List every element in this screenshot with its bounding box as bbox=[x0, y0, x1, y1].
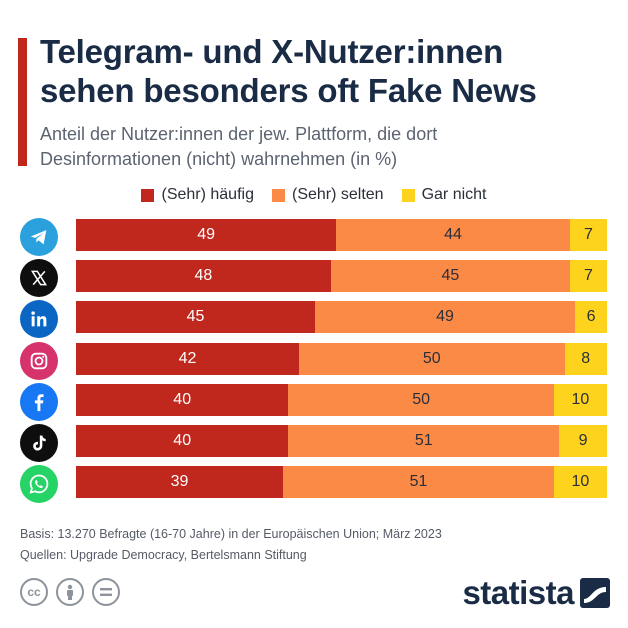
bar-row-x: 48 45 7 bbox=[20, 257, 620, 299]
cc-nd-icon[interactable] bbox=[92, 578, 120, 606]
bar-row-facebook: 40 50 10 bbox=[20, 381, 620, 423]
bar-segment-garnicht: 7 bbox=[569, 219, 607, 251]
bar-segment-garnicht: 10 bbox=[553, 466, 607, 499]
bar-row-telegram: 49 44 7 bbox=[20, 216, 620, 258]
bar-segment-haeufig: 39 bbox=[76, 466, 284, 499]
bar-segment-garnicht: 10 bbox=[553, 383, 607, 416]
bar-segment-selten: 50 bbox=[288, 383, 554, 416]
footer-sources: Quellen: Upgrade Democracy, Bertelsmann … bbox=[20, 548, 307, 562]
brand-name: statista bbox=[462, 574, 574, 611]
legend-swatch-haeufig bbox=[141, 188, 155, 202]
title-line-2: sehen besonders oft Fake News bbox=[40, 72, 537, 109]
linkedin-icon bbox=[20, 300, 58, 339]
stacked-bar: 39 51 10 bbox=[76, 466, 607, 499]
legend-item-selten: (Sehr) selten bbox=[271, 186, 384, 204]
cc-by-icon[interactable] bbox=[56, 578, 84, 606]
bar-segment-haeufig: 40 bbox=[76, 425, 289, 457]
bar-segment-selten: 51 bbox=[283, 466, 554, 499]
bar-segment-haeufig: 48 bbox=[76, 260, 331, 293]
tiktok-icon bbox=[20, 424, 58, 462]
chart-subtitle: Anteil der Nutzer:innen der jew. Plattfo… bbox=[40, 122, 620, 172]
stacked-bar: 48 45 7 bbox=[76, 260, 607, 293]
bar-row-whatsapp: 39 51 10 bbox=[20, 463, 620, 505]
bar-segment-selten: 45 bbox=[330, 260, 570, 293]
statista-brand[interactable]: statista bbox=[462, 574, 610, 612]
legend-item-haeufig: (Sehr) häufig bbox=[141, 186, 254, 204]
legend-swatch-selten bbox=[271, 188, 285, 202]
bar-segment-garnicht: 6 bbox=[575, 301, 607, 334]
facebook-icon bbox=[20, 382, 58, 421]
chart-title: Telegram- und X-Nutzer:innen sehen beson… bbox=[40, 32, 620, 110]
stacked-bar: 42 50 8 bbox=[76, 342, 607, 375]
bar-segment-selten: 51 bbox=[288, 425, 560, 457]
legend-swatch-garnicht bbox=[401, 188, 415, 202]
bar-segment-selten: 44 bbox=[336, 219, 570, 251]
bar-segment-garnicht: 8 bbox=[564, 342, 607, 375]
bar-segment-haeufig: 49 bbox=[76, 219, 337, 251]
instagram-icon bbox=[20, 341, 58, 380]
footer-basis: Basis: 13.270 Befragte (16-70 Jahre) in … bbox=[20, 527, 442, 541]
chart-footer: Basis: 13.270 Befragte (16-70 Jahre) in … bbox=[20, 524, 442, 566]
bar-segment-selten: 50 bbox=[299, 342, 565, 375]
legend-label-selten: (Sehr) selten bbox=[291, 186, 384, 203]
bar-row-linkedin: 45 49 6 bbox=[20, 298, 620, 340]
bar-segment-garnicht: 7 bbox=[569, 260, 607, 293]
subtitle-line-2: Desinformationen (nicht) wahrnehmen (in … bbox=[40, 149, 398, 169]
stacked-bar: 40 51 9 bbox=[76, 425, 607, 457]
stacked-bar: 40 50 10 bbox=[76, 383, 607, 416]
bar-segment-selten: 49 bbox=[314, 301, 576, 334]
telegram-icon bbox=[20, 218, 58, 256]
bar-segment-haeufig: 40 bbox=[76, 383, 289, 416]
whatsapp-icon bbox=[20, 465, 58, 504]
legend-label-garnicht: Gar nicht bbox=[421, 186, 487, 203]
bar-segment-haeufig: 45 bbox=[76, 301, 315, 334]
bar-row-tiktok: 40 51 9 bbox=[20, 422, 620, 464]
cc-icon[interactable]: cc bbox=[20, 578, 48, 606]
statista-logo-icon bbox=[580, 578, 610, 608]
license-icons: cc bbox=[20, 578, 120, 606]
legend-label-haeufig: (Sehr) häufig bbox=[161, 186, 254, 203]
chart-legend: (Sehr) häufig (Sehr) selten Gar nicht bbox=[0, 186, 628, 204]
stacked-bar: 45 49 6 bbox=[76, 301, 607, 334]
bar-row-instagram: 42 50 8 bbox=[20, 340, 620, 382]
subtitle-line-1: Anteil der Nutzer:innen der jew. Plattfo… bbox=[40, 124, 438, 144]
stacked-bar: 49 44 7 bbox=[76, 219, 607, 251]
stacked-bar-chart: 49 44 7 48 45 7 45 49 6 42 50 8 40 50 10 40 51 9 39 51 10 bbox=[20, 216, 620, 506]
title-accent-bar bbox=[18, 38, 27, 166]
x-icon bbox=[20, 259, 58, 298]
title-line-1: Telegram- und X-Nutzer:innen bbox=[40, 33, 504, 70]
legend-item-garnicht: Gar nicht bbox=[401, 186, 487, 204]
bar-segment-garnicht: 9 bbox=[559, 425, 607, 457]
bar-segment-haeufig: 42 bbox=[76, 342, 300, 375]
